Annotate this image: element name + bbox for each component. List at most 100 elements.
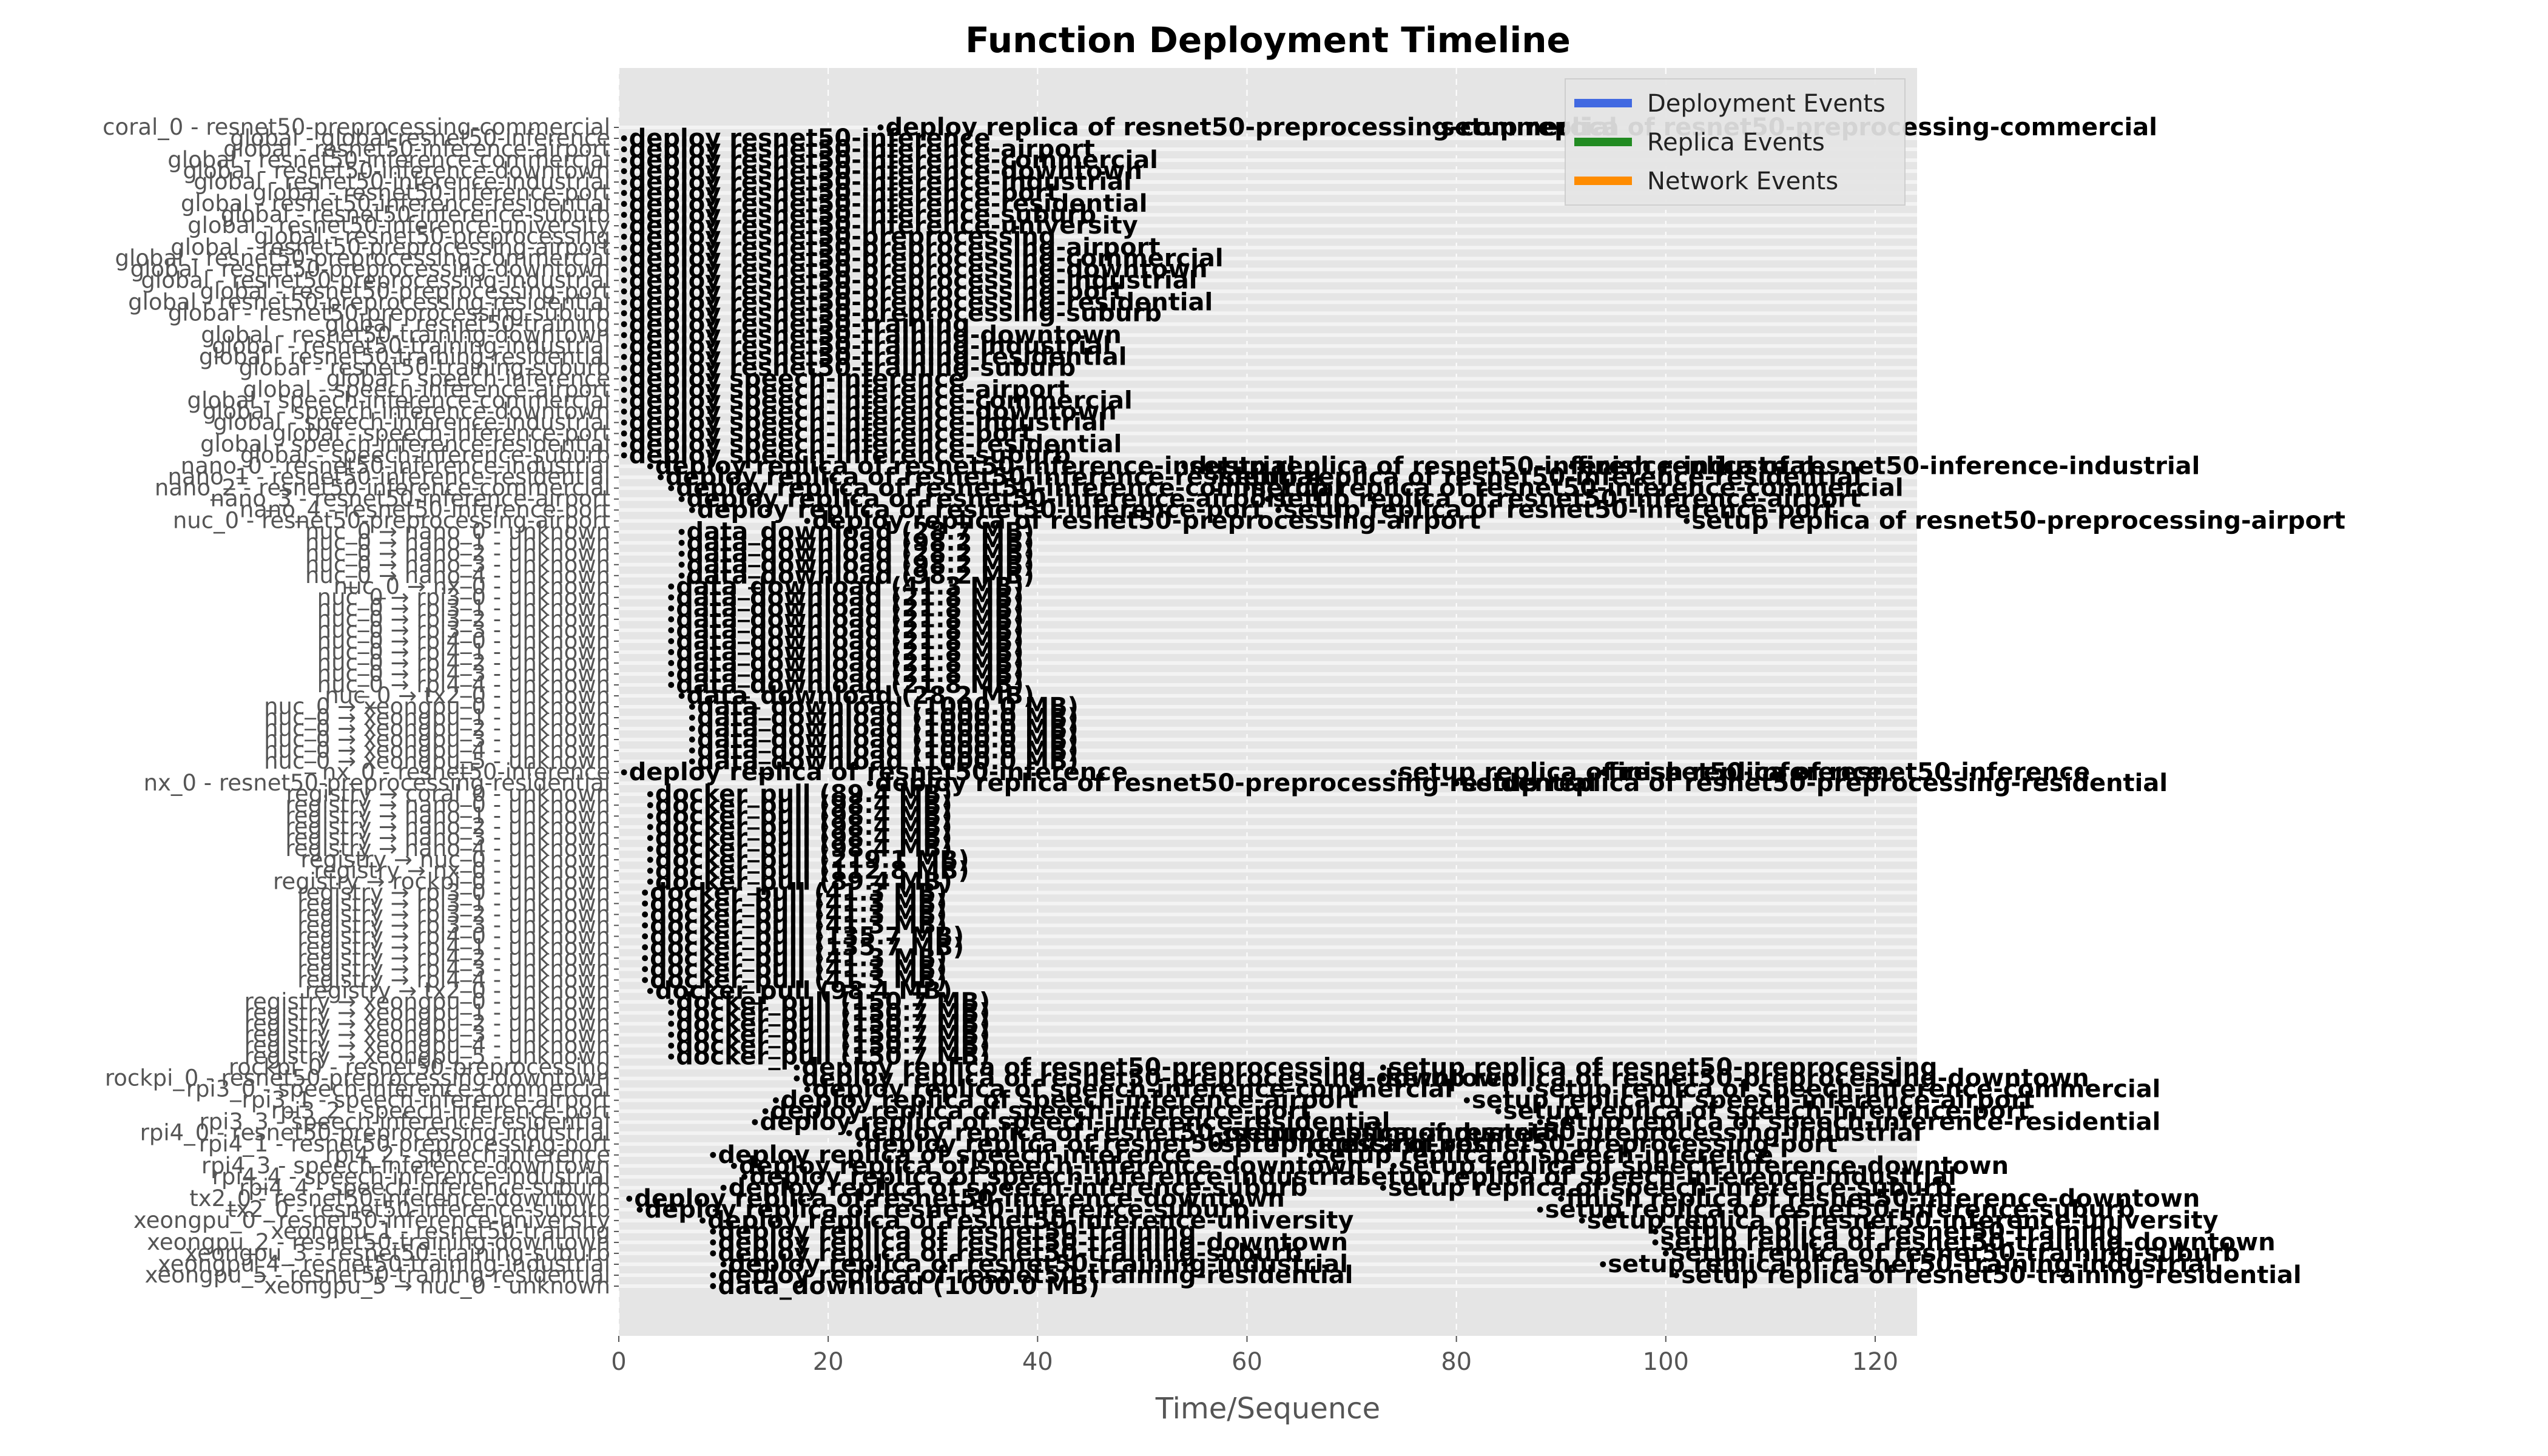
row-band-71 <box>619 902 1917 906</box>
event-marker-35 <box>658 474 664 480</box>
event-marker-75 <box>647 824 653 831</box>
y-tick-label-38: nuc_0 → nano_1 - unknown <box>305 530 610 556</box>
event-label-10: deploy resnet50-inference-university <box>629 212 1138 240</box>
event-label-73: docker_pull (98.4 MB) <box>655 791 952 819</box>
event-label-111: deploy replica of resnet50-preprocessing… <box>864 1130 1497 1158</box>
y-tick-label-82: registry → xeongpu_2 - unknown <box>244 1011 610 1037</box>
y-tick-label-79: registry → tx2_0 - unknown <box>305 977 610 1003</box>
event-marker-104 <box>1463 1097 1470 1104</box>
y-tick-label-83: registry → xeongpu_3 - unknown <box>244 1022 610 1048</box>
x-axis-label: Time/Sequence <box>1155 1392 1380 1426</box>
event-marker-24 <box>621 376 627 382</box>
event-label-89: docker_pull (41.3 MB) <box>650 966 947 994</box>
y-tick-label-26: global - speech-inference-downtown <box>203 398 610 424</box>
row-band-69 <box>619 880 1917 884</box>
event-marker-133 <box>720 1261 727 1267</box>
y-tick-label-36: nuc_0 - resnet50-preprocessing-airport <box>173 508 610 534</box>
event-marker-22 <box>621 354 627 360</box>
event-label-39: deploy replica of resnet50-inference-air… <box>687 485 1290 513</box>
event-marker-65 <box>689 747 695 754</box>
event-marker-13 <box>621 255 627 262</box>
event-marker-93 <box>668 1020 675 1027</box>
event-marker-0 <box>877 124 884 130</box>
event-label-120: setup replica of speech-inference-suburb <box>1388 1174 1952 1202</box>
y-tick-label-32: nano_1 - resnet50-inference-residential <box>168 464 610 490</box>
y-tick-label-8: global - resnet50-inference-suburb <box>221 201 610 228</box>
event-label-85: docker_pull (135.7 MB) <box>650 922 964 950</box>
row-band-26 <box>619 410 1917 414</box>
event-label-22: deploy resnet50-training-residential <box>629 343 1127 371</box>
event-marker-77 <box>647 846 653 852</box>
event-marker-58 <box>668 670 675 677</box>
y-tick-label-102: xeongpu_2 - resnet50-training-downtown <box>147 1229 610 1255</box>
y-tick-label-69: registry → rockpi_0 - unknown <box>273 868 610 894</box>
event-marker-14 <box>621 266 627 273</box>
event-label-38: setup replica of resnet50-inference-comm… <box>1252 474 1903 502</box>
event-marker-78 <box>647 857 653 863</box>
event-label-45: data_download (28.7 MB) <box>687 518 1035 546</box>
event-label-25: deploy speech-inference-airport <box>629 376 1070 403</box>
row-band-105 <box>619 1273 1917 1277</box>
event-label-102: setup replica of speech-inference-commer… <box>1534 1076 2160 1104</box>
event-marker-48 <box>678 561 685 568</box>
event-label-8: deploy resnet50-inference-residential <box>629 190 1148 218</box>
event-label-49: data_download (98.2 MB) <box>687 562 1035 590</box>
event-label-78: docker_pull (219.1 MB) <box>655 846 969 874</box>
event-label-106: setup replica of speech-inference-port <box>1503 1097 2029 1125</box>
y-tick-label-24: global - speech-inference-airport <box>243 376 610 402</box>
y-tick-label-93: rpi4_1 - resnet50-preprocessing-port <box>199 1131 610 1157</box>
event-marker-55 <box>668 638 675 644</box>
x-tick-label-2: 40 <box>1022 1348 1053 1376</box>
row-band-97 <box>619 1185 1917 1190</box>
y-tick-label-34: nano_3 - resnet50-inference-airport <box>211 486 610 512</box>
y-tick-label-106: xeongpu_5 → nuc_0 - unknown <box>264 1273 610 1299</box>
y-tick-label-33: nano_2 - resnet50-inference-commercial <box>155 475 610 501</box>
event-marker-1 <box>1432 124 1439 130</box>
event-marker-25 <box>621 386 627 393</box>
row-band-81 <box>619 1011 1917 1015</box>
x-tick-label-5: 100 <box>1643 1348 1689 1376</box>
event-marker-21 <box>621 343 627 349</box>
row-band-66 <box>619 847 1917 851</box>
event-marker-15 <box>621 277 627 284</box>
y-tick-label-78: registry → rpi4_4 - unknown <box>297 966 610 993</box>
event-marker-47 <box>678 550 685 557</box>
row-band-70 <box>619 891 1917 895</box>
y-tick-label-18: global - resnet50-training <box>325 311 610 337</box>
row-band-33 <box>619 486 1917 490</box>
event-label-134: setup replica of resnet50-training-indus… <box>1608 1250 2213 1278</box>
row-band-92 <box>619 1131 1917 1135</box>
event-label-84: docker_pull (41.3 MB) <box>650 911 947 939</box>
y-tick-label-21: global - resnet50-training-residential <box>199 343 610 369</box>
row-band-24 <box>619 388 1917 392</box>
row-band-100 <box>619 1218 1917 1222</box>
event-marker-26 <box>621 397 627 404</box>
legend-entries: Deployment Events Replica Events Network E… <box>1574 90 1886 195</box>
event-label-24: deploy speech-inference <box>629 365 965 393</box>
y-tick-label-52: nuc_0 → tx2_0 - unknown <box>325 682 610 709</box>
event-label-37: deploy replica of resnet50-inference-com… <box>676 474 1343 502</box>
event-marker-6 <box>621 179 627 186</box>
y-tick-label-49: nuc_0 → rpi4_2 - unknown <box>317 650 610 676</box>
y-tick-label-68: registry → nx_0 - unknown <box>314 857 610 883</box>
row-band-96 <box>619 1175 1917 1179</box>
row-band-79 <box>619 989 1917 993</box>
event-marker-3 <box>621 146 627 153</box>
event-label-48: data_download (98.2 MB) <box>687 551 1035 579</box>
event-marker-38 <box>1244 485 1250 491</box>
event-label-55: data_download (21.8 MB) <box>676 627 1024 655</box>
y-tick-label-41: nuc_0 → nano_4 - unknown <box>305 562 610 588</box>
legend-label-2: Network Events <box>1647 167 1838 195</box>
row-band-74 <box>619 934 1917 939</box>
event-label-135: deploy replica of resnet50-training-resi… <box>718 1261 1353 1289</box>
y-tick-label-31: nano_0 - resnet50-inference-industrial <box>181 453 610 479</box>
y-tick-label-16: global - resnet50-preprocessing-resident… <box>128 289 610 315</box>
event-marker-114 <box>1307 1151 1313 1158</box>
event-marker-107 <box>752 1119 758 1125</box>
event-label-115: deploy replica of speech-inference-downt… <box>739 1152 1364 1180</box>
row-band-11 <box>619 246 1917 250</box>
row-band-58 <box>619 760 1917 764</box>
event-label-20: deploy resnet50-training-downtown <box>629 321 1122 349</box>
event-marker-74 <box>647 813 653 820</box>
event-label-126: setup replica of resnet50-inference-univ… <box>1587 1207 2219 1235</box>
